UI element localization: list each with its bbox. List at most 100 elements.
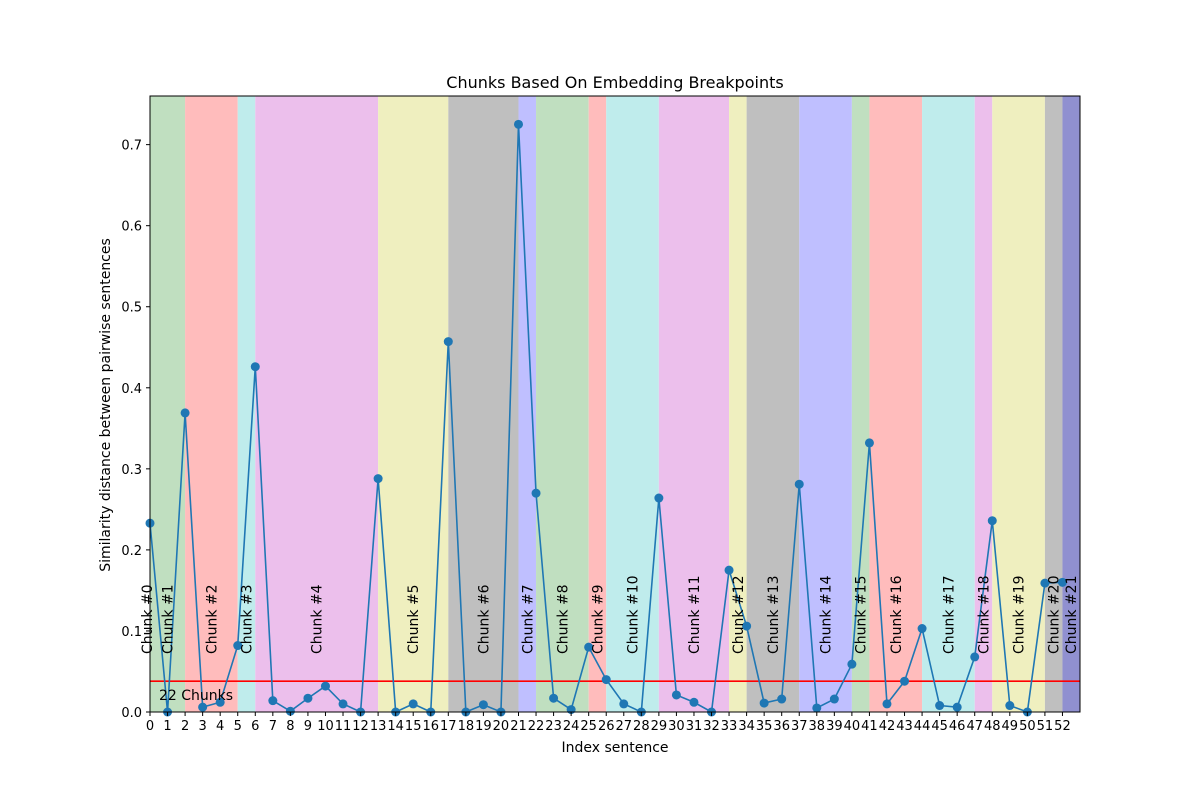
x-tick-label: 17 — [440, 719, 457, 734]
axes: 0 1 2 3 4 5 6 7 8 9 10 11 12 13 14 15 16 17 18 19 20 21 22 23 24… — [121, 95, 1081, 734]
x-tick-label: 36 — [773, 719, 790, 734]
x-tick-label: 40 — [844, 719, 861, 734]
plot-frame — [149, 95, 1081, 713]
x-tick-label: 14 — [387, 719, 404, 734]
chunk-label: Chunk #21 — [1064, 576, 1080, 655]
x-tick-label: 52 — [1054, 719, 1071, 734]
chunk-band — [658, 96, 730, 712]
x-tick-label: 35 — [756, 719, 773, 734]
x-tick-label: 1 — [163, 719, 171, 734]
data-point — [303, 693, 313, 703]
data-point — [935, 701, 945, 711]
data-point — [671, 690, 681, 700]
data-point — [1040, 578, 1050, 588]
x-tick-label: 48 — [984, 719, 1001, 734]
x-axis-label: Index sentence — [561, 740, 668, 756]
data-point — [443, 337, 453, 347]
y-tick-label: 0.0 — [121, 706, 142, 721]
chunk-label: Chunk #3 — [240, 584, 256, 654]
x-tick-label: 26 — [598, 719, 615, 734]
data-point — [812, 703, 822, 713]
x-tick-label: 32 — [703, 719, 720, 734]
chunk-band — [588, 96, 607, 712]
x-tick-label: 9 — [304, 719, 312, 734]
y-tick-label: 0.7 — [121, 139, 142, 154]
chunk-band — [536, 96, 589, 712]
x-tick-label: 24 — [563, 719, 580, 734]
chunk-bands — [150, 96, 1080, 712]
chunk-band — [1044, 96, 1063, 712]
data-point — [882, 699, 892, 709]
data-point — [198, 702, 208, 712]
data-point — [268, 696, 278, 706]
y-tick-label: 0.4 — [121, 382, 142, 397]
x-tick-label: 37 — [791, 719, 808, 734]
data-point — [584, 642, 594, 652]
x-tick-label: 31 — [686, 719, 703, 734]
chunk-label: Chunk #5 — [406, 584, 422, 654]
chunk-label: Chunk #15 — [854, 576, 870, 655]
chunk-band — [922, 96, 975, 712]
chunk-label: Chunk #8 — [555, 584, 571, 654]
data-point — [742, 621, 752, 631]
x-tick-label: 45 — [931, 719, 948, 734]
y-tick-label: 0.3 — [121, 463, 142, 478]
x-tick-label: 13 — [370, 719, 387, 734]
data-point — [531, 488, 541, 498]
chunk-band — [518, 96, 537, 712]
chunk-band — [237, 96, 256, 712]
chunk-count-annotation: 22 Chunks — [159, 688, 233, 704]
chunk-band — [185, 96, 238, 712]
chunk-label: Chunk #6 — [476, 584, 492, 654]
data-point — [408, 699, 418, 709]
chunk-band — [448, 96, 519, 712]
x-tick-label: 15 — [405, 719, 422, 734]
x-tick-label: 6 — [251, 719, 259, 734]
data-point — [952, 702, 962, 712]
x-tick-label: 8 — [286, 719, 294, 734]
x-tick-label: 5 — [234, 719, 242, 734]
chunk-label: Chunk #7 — [520, 584, 536, 654]
x-tick-label: 27 — [616, 719, 633, 734]
x-tick-label: 16 — [422, 719, 439, 734]
chunk-band — [729, 96, 747, 712]
chunk-label: Chunk #16 — [889, 575, 905, 654]
chunk-label: Chunk #14 — [819, 575, 835, 654]
data-point — [513, 119, 523, 129]
data-point — [777, 694, 787, 704]
data-point — [654, 493, 664, 503]
x-tick-label: 44 — [914, 719, 931, 734]
data-point — [1057, 577, 1067, 587]
x-tick-label: 21 — [510, 719, 527, 734]
data-point — [250, 362, 260, 372]
x-tick-label: 22 — [528, 719, 545, 734]
chunk-label: Chunk #20 — [1047, 576, 1063, 655]
chunk-label: Chunk #11 — [687, 576, 703, 655]
chunk-label: Chunk #2 — [204, 584, 220, 654]
x-tick-label: 19 — [475, 719, 492, 734]
y-axis-label: Similarity distance between pairwise sen… — [98, 238, 114, 572]
chunk-label: Chunk #1 — [161, 584, 177, 654]
x-tick-label: 25 — [580, 719, 597, 734]
chunk-label: Chunk #0 — [140, 584, 156, 654]
chunk-band — [1062, 96, 1080, 712]
x-tick-label: 28 — [633, 719, 650, 734]
data-point — [338, 699, 348, 709]
data-point — [180, 408, 190, 418]
x-tick-label: 4 — [216, 719, 224, 734]
chunk-label: Chunk #13 — [766, 576, 782, 655]
chart-title: Chunks Based On Embedding Breakpoints — [446, 73, 783, 92]
x-tick-label: 39 — [826, 719, 843, 734]
x-tick-label: 3 — [199, 719, 207, 734]
chunk-labels: Chunk #0 Chunk #1 Chunk #2 Chunk #3 Chunk #4… — [140, 575, 1080, 654]
data-point — [601, 675, 611, 685]
data-point — [233, 641, 243, 651]
data-point — [549, 693, 559, 703]
chunk-label: Chunk #18 — [976, 576, 992, 655]
chunk-label: Chunk #17 — [941, 576, 957, 655]
x-tick-label: 2 — [181, 719, 189, 734]
data-point — [1005, 701, 1015, 711]
y-tick-label: 0.1 — [121, 625, 142, 640]
x-tick-label: 23 — [545, 719, 562, 734]
